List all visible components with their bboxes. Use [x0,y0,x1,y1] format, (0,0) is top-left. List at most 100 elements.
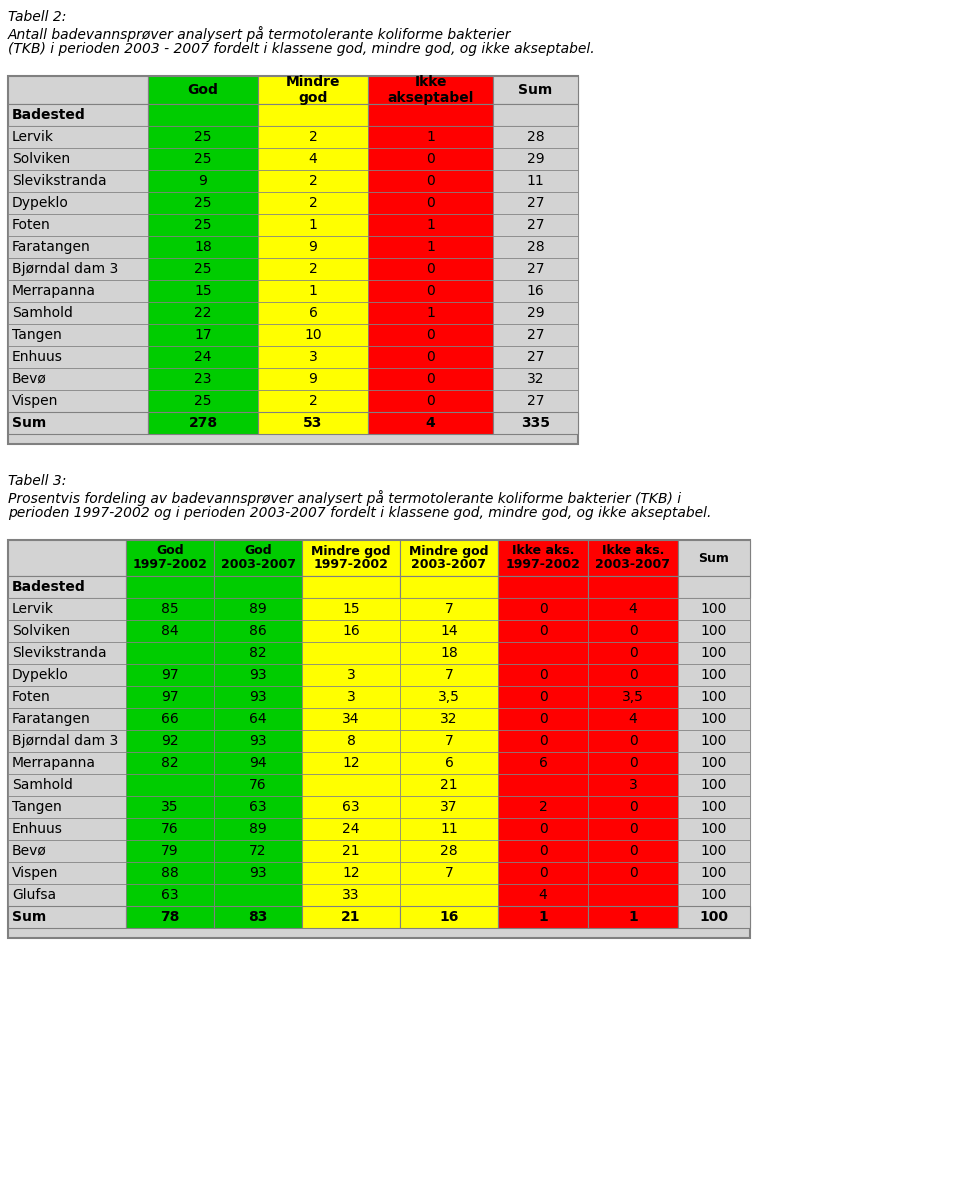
Bar [214,884,302,905]
Text: 0: 0 [426,372,435,387]
Text: 86: 86 [250,624,267,638]
Text: 25: 25 [194,262,212,277]
Bar [126,795,214,818]
Text: Solviken: Solviken [12,624,70,638]
Text: 0: 0 [539,712,547,726]
Text: 100: 100 [701,821,727,836]
Text: 84: 84 [161,624,179,638]
Text: 23: 23 [194,372,212,387]
Text: 100: 100 [701,668,727,682]
Text: 79: 79 [161,844,179,858]
Bar [8,884,126,905]
Bar [368,214,493,236]
Text: 27: 27 [527,350,544,364]
Bar [8,642,126,664]
Bar [498,730,588,752]
Text: Tabell 3:: Tabell 3: [8,474,66,488]
Bar [126,686,214,708]
Text: 28: 28 [441,844,458,858]
Bar [126,664,214,686]
Text: Vispen: Vispen [12,394,59,408]
Text: Ikke
akseptabel: Ikke akseptabel [387,76,473,104]
Text: 32: 32 [527,372,544,387]
Text: 25: 25 [194,152,212,165]
Text: 15: 15 [194,284,212,298]
Bar [493,324,578,346]
Bar [148,214,258,236]
Bar [588,905,678,928]
Text: 100: 100 [701,756,727,769]
Text: 4: 4 [629,602,637,616]
Text: 53: 53 [303,416,323,430]
Text: 6: 6 [539,756,547,769]
Bar [148,368,258,390]
Text: 6: 6 [308,306,318,320]
Text: 100: 100 [701,647,727,660]
Text: 0: 0 [629,844,637,858]
Bar [678,862,750,884]
Bar [493,76,578,104]
Text: 7: 7 [444,668,453,682]
Text: (TKB) i perioden 2003 - 2007 fordelt i klassene god, mindre god, og ikke aksepta: (TKB) i perioden 2003 - 2007 fordelt i k… [8,43,594,56]
Bar [678,708,750,730]
Bar [258,413,368,434]
Text: 4: 4 [629,712,637,726]
Bar [8,170,148,191]
Bar [126,840,214,862]
Bar [498,621,588,642]
Bar [498,884,588,905]
Bar [588,642,678,664]
Text: 2: 2 [308,130,318,144]
Bar [148,413,258,434]
Bar [588,795,678,818]
Bar [8,413,148,434]
Bar [126,774,214,795]
Bar [400,621,498,642]
Text: 93: 93 [250,690,267,704]
Bar [368,346,493,368]
Bar [678,774,750,795]
Bar [8,76,578,444]
Bar [400,774,498,795]
Bar [400,862,498,884]
Text: 63: 63 [161,888,179,902]
Text: 4: 4 [539,888,547,902]
Text: Mindre
god: Mindre god [286,76,340,104]
Text: 37: 37 [441,800,458,814]
Text: 25: 25 [194,196,212,210]
Text: 76: 76 [161,821,179,836]
Bar [302,730,400,752]
Text: 0: 0 [539,844,547,858]
Bar [400,884,498,905]
Bar [678,752,750,774]
Text: Sum: Sum [518,83,553,97]
Bar [148,170,258,191]
Bar [493,170,578,191]
Bar [148,301,258,324]
Bar [368,236,493,258]
Bar [368,280,493,301]
Text: 2: 2 [308,262,318,277]
Bar [148,236,258,258]
Bar [302,598,400,621]
Bar [400,686,498,708]
Text: 0: 0 [539,690,547,704]
Text: 0: 0 [629,800,637,814]
Text: 1: 1 [426,306,435,320]
Text: 0: 0 [629,647,637,660]
Bar [214,686,302,708]
Bar [368,170,493,191]
Bar [588,664,678,686]
Bar [678,905,750,928]
Text: 2: 2 [539,800,547,814]
Bar [368,368,493,390]
Bar [588,862,678,884]
Bar [258,258,368,280]
Text: 4: 4 [308,152,318,165]
Text: 89: 89 [250,602,267,616]
Bar [214,905,302,928]
Text: 33: 33 [343,888,360,902]
Text: 29: 29 [527,306,544,320]
Bar [678,795,750,818]
Text: 21: 21 [342,844,360,858]
